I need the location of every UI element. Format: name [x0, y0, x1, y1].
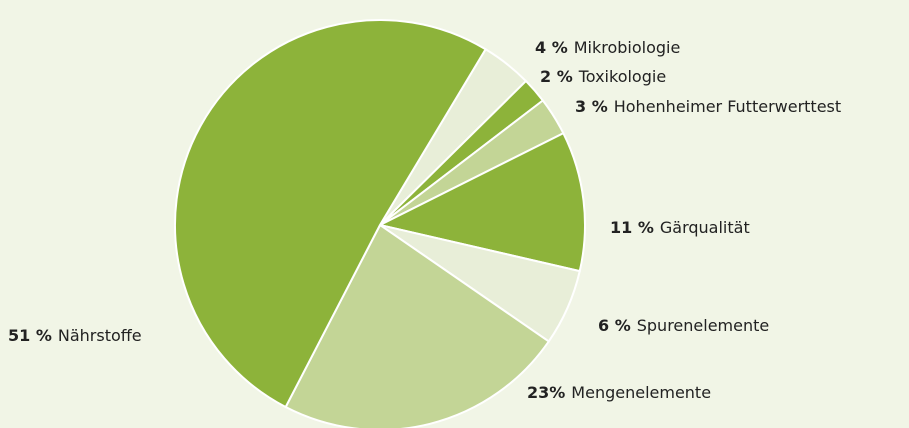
slice-category-label: Spurenelemente [637, 316, 769, 335]
slice-label: 23% Mengenelemente [527, 383, 711, 402]
slice-label: 51 % Nährstoffe [8, 326, 142, 345]
slice-label: 4 % Mikrobiologie [535, 38, 680, 57]
slice-label: 2 % Toxikologie [540, 67, 666, 86]
slice-label: 11 % Gärqualität [610, 218, 750, 237]
slice-label: 3 % Hohenheimer Futterwerttest [575, 97, 841, 116]
slice-value-label: 2 % [540, 67, 573, 86]
slice-label: 6 % Spurenelemente [598, 316, 769, 335]
slice-category-label: Mikrobiologie [574, 38, 681, 57]
slice-value-label: 23% [527, 383, 565, 402]
slice-value-label: 3 % [575, 97, 608, 116]
slice-category-label: Gärqualität [660, 218, 750, 237]
slice-value-label: 4 % [535, 38, 568, 57]
pie-slice [174, 19, 487, 409]
slice-category-label: Nährstoffe [58, 326, 142, 345]
slice-category-label: Toxikologie [578, 67, 666, 86]
slice-value-label: 51 % [8, 326, 52, 345]
slice-category-label: Mengenelemente [571, 383, 711, 402]
slice-value-label: 11 % [610, 218, 654, 237]
slice-category-label: Hohenheimer Futterwerttest [614, 97, 841, 116]
slice-value-label: 6 % [598, 316, 631, 335]
pie-slice [284, 223, 551, 428]
